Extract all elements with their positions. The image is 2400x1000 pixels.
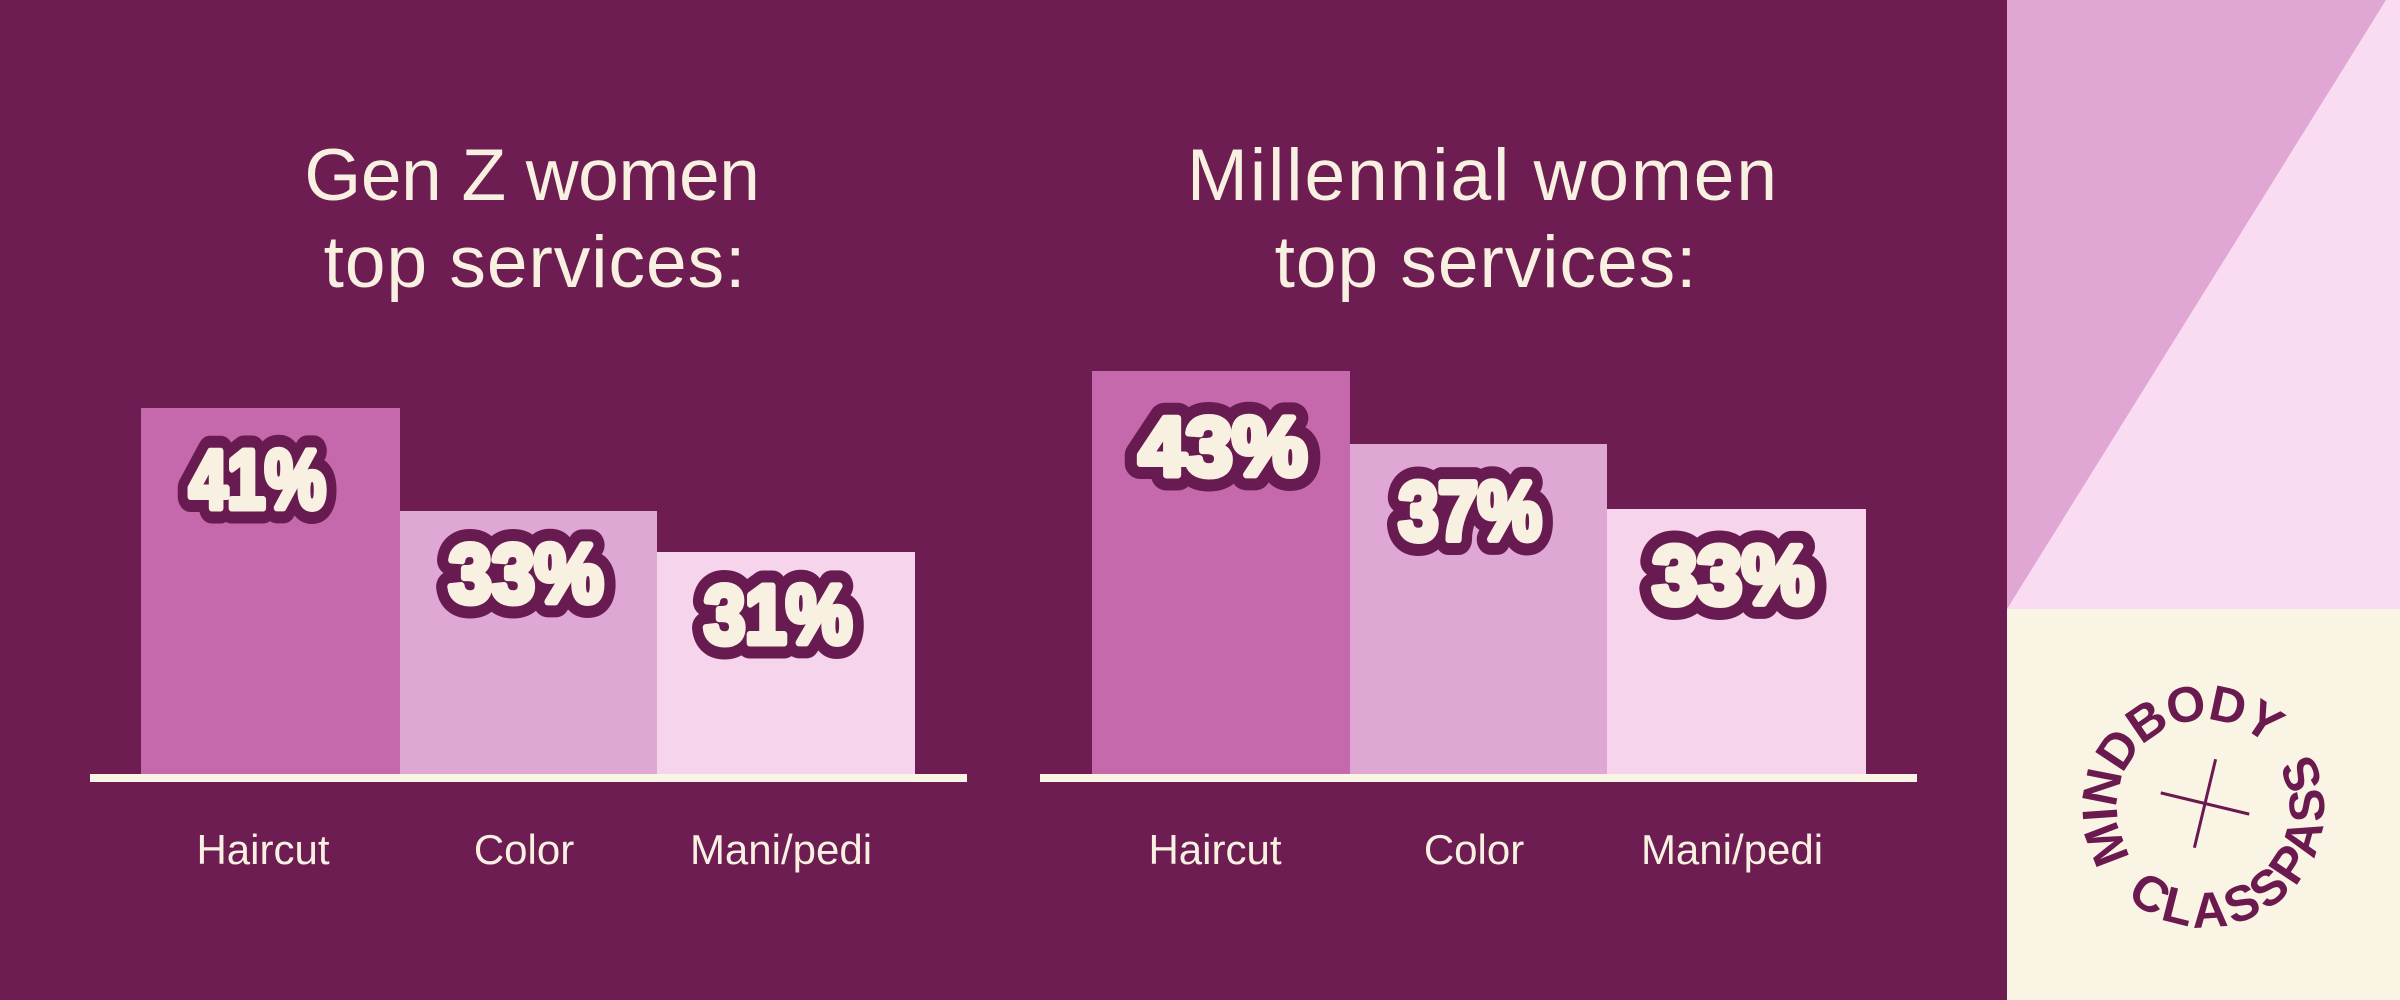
- svg-text:Mani/pedi: Mani/pedi: [1641, 826, 1823, 873]
- svg-text:Color: Color: [1424, 826, 1524, 873]
- svg-text:33%: 33%: [449, 526, 603, 619]
- svg-text:Millennial women: Millennial women: [1187, 135, 1779, 216]
- svg-text:37%: 37%: [1399, 466, 1542, 558]
- svg-text:Haircut: Haircut: [1148, 826, 1281, 873]
- svg-text:33%: 33%: [449, 526, 603, 619]
- svg-text:41%: 41%: [189, 434, 325, 527]
- svg-text:31%: 31%: [704, 568, 852, 661]
- svg-text:Mani/pedi: Mani/pedi: [690, 826, 872, 873]
- svg-text:31%: 31%: [704, 568, 852, 661]
- svg-text:41%: 41%: [189, 434, 325, 527]
- svg-text:33%: 33%: [1652, 529, 1813, 621]
- svg-text:43%: 43%: [1139, 399, 1307, 493]
- svg-text:Color: Color: [474, 826, 574, 873]
- svg-text:Haircut: Haircut: [196, 826, 329, 873]
- svg-text:43%: 43%: [1139, 399, 1307, 493]
- svg-text:top services:: top services:: [1275, 222, 1698, 303]
- svg-text:top services:: top services:: [324, 222, 747, 303]
- svg-text:37%: 37%: [1399, 466, 1542, 558]
- svg-text:33%: 33%: [1652, 529, 1813, 621]
- svg-text:Gen Z women: Gen Z women: [304, 135, 759, 216]
